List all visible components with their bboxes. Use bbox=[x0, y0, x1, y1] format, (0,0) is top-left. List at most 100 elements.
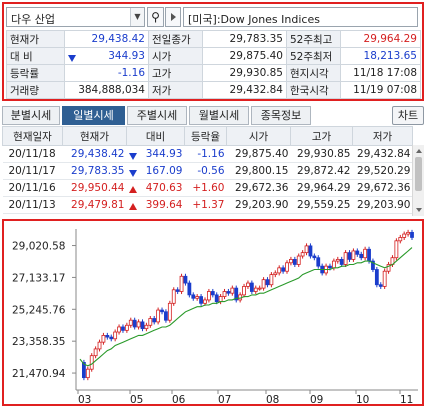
candle-body bbox=[167, 302, 172, 321]
column-header[interactable]: 저가 bbox=[352, 126, 413, 146]
price-chart: 29,020.58 27,133.17 25,245.76 23,358.35 21,4… bbox=[2, 219, 424, 406]
candle-body bbox=[347, 252, 352, 260]
scroll-down-icon[interactable] bbox=[416, 208, 422, 212]
column-header[interactable]: 등락율 bbox=[184, 126, 227, 146]
candle-body bbox=[152, 318, 157, 323]
candle-body bbox=[148, 318, 153, 326]
candle-body bbox=[105, 335, 110, 338]
candle-body bbox=[210, 291, 215, 296]
candle-body bbox=[328, 265, 332, 269]
candle-body bbox=[296, 255, 301, 265]
volume: 384,888,034 bbox=[64, 81, 149, 99]
candle-body bbox=[242, 286, 246, 296]
row-high: 29,872.42 bbox=[290, 162, 353, 180]
tab-minute[interactable]: 분별시세 bbox=[2, 106, 60, 125]
candle-body bbox=[351, 250, 356, 260]
search-button[interactable]: ⚲ bbox=[147, 7, 164, 27]
table-row[interactable]: 20/11/18 29,438.42 344.93 -1.16 29,875.4… bbox=[2, 145, 413, 163]
candle-body bbox=[331, 260, 336, 269]
up-triangle-icon bbox=[128, 186, 137, 193]
up-triangle-icon bbox=[128, 203, 137, 210]
candle-body bbox=[292, 259, 297, 265]
candle-body bbox=[117, 326, 121, 333]
row-rate: +1.37 bbox=[184, 196, 227, 214]
row-date: 20/11/17 bbox=[2, 162, 63, 180]
candle-body bbox=[226, 291, 231, 294]
quote-label: 현재가 bbox=[6, 30, 65, 48]
quote-label: 등락률 bbox=[6, 64, 65, 82]
search-row: 다우 산업 ▼ ⚲ [미국]:Dow Jones Indices bbox=[6, 6, 420, 29]
column-header[interactable]: 현재가 bbox=[62, 126, 127, 146]
row-change: 470.63 bbox=[126, 179, 185, 197]
next-button[interactable] bbox=[165, 7, 181, 27]
x-tick-label: 07 bbox=[218, 394, 231, 404]
quote-label: 대 비 bbox=[6, 47, 65, 65]
open-price: 29,875.40 bbox=[202, 47, 287, 65]
candle-body bbox=[179, 275, 184, 292]
candle-body bbox=[269, 274, 274, 286]
candle-body bbox=[316, 257, 321, 267]
daily-table: 현재일자 현재가 대비 등락율 시가 고가 저가 20/11/18 29,438… bbox=[2, 126, 413, 214]
quote-label: 현지시각 bbox=[286, 64, 341, 82]
tab-weekly[interactable]: 주별시세 bbox=[127, 106, 187, 125]
scroll-up-icon[interactable] bbox=[416, 149, 422, 153]
scroll-thumb[interactable] bbox=[415, 157, 422, 191]
quote-label: 한국시각 bbox=[286, 81, 341, 99]
candle-body bbox=[374, 269, 379, 286]
candle-body bbox=[371, 260, 375, 270]
table-row[interactable]: 20/11/16 29,950.44 470.63 +1.60 29,672.3… bbox=[2, 179, 413, 197]
candle-body bbox=[136, 321, 141, 328]
tab-monthly[interactable]: 월별시세 bbox=[189, 106, 249, 125]
quote-label: 52주최저 bbox=[286, 47, 341, 65]
tab-daily[interactable]: 일별시세 bbox=[62, 106, 125, 125]
down-triangle-icon bbox=[128, 153, 137, 160]
tab-info[interactable]: 종목정보 bbox=[251, 106, 311, 125]
daily-table-panel: 현재일자 현재가 대비 등락율 시가 고가 저가 20/11/18 29,438… bbox=[2, 126, 424, 216]
candle-body bbox=[203, 299, 207, 304]
y-tick-label: 21,470.94 bbox=[12, 368, 66, 380]
candle-body bbox=[97, 341, 102, 350]
row-change: 167.09 bbox=[126, 162, 185, 180]
candle-body bbox=[160, 309, 164, 313]
stock-combo[interactable]: 다우 산업 ▼ bbox=[6, 7, 145, 27]
candle-body bbox=[206, 291, 211, 301]
chart-button[interactable]: 차트 bbox=[392, 106, 424, 125]
column-header[interactable]: 대비 bbox=[126, 126, 185, 146]
table-header-row: 현재일자 현재가 대비 등락율 시가 고가 저가 bbox=[2, 126, 413, 146]
candle-body bbox=[289, 259, 293, 264]
search-icon: ⚲ bbox=[151, 10, 160, 24]
candle-body bbox=[261, 279, 266, 289]
candle-body bbox=[285, 262, 289, 272]
candle-body bbox=[85, 368, 90, 379]
column-header[interactable]: 현재일자 bbox=[2, 126, 63, 146]
index-name-field: [미국]:Dow Jones Indices bbox=[183, 7, 418, 27]
quote-row: 현재가 29,438.42 전일종가 29,783.35 52주최고 29,96… bbox=[6, 30, 421, 48]
candle-body bbox=[109, 336, 114, 340]
row-low: 29,203.90 bbox=[352, 196, 413, 214]
row-date: 20/11/18 bbox=[2, 145, 63, 163]
row-price: 29,783.35 bbox=[62, 162, 127, 180]
table-row[interactable]: 20/11/17 29,783.35 167.09 -0.56 29,800.1… bbox=[2, 162, 413, 180]
candle-body bbox=[355, 250, 360, 255]
x-tick-label: 08 bbox=[266, 394, 279, 404]
play-icon bbox=[171, 13, 176, 21]
candle-body bbox=[183, 275, 188, 284]
candle-body bbox=[140, 321, 145, 330]
column-header[interactable]: 고가 bbox=[290, 126, 353, 146]
row-price: 29,950.44 bbox=[62, 179, 127, 197]
low-52w: 18,213.65 bbox=[340, 47, 421, 65]
candle-body bbox=[128, 319, 133, 326]
chevron-down-icon[interactable]: ▼ bbox=[130, 8, 144, 26]
column-header[interactable]: 시가 bbox=[226, 126, 291, 146]
row-high: 29,930.85 bbox=[290, 145, 353, 163]
vertical-scrollbar[interactable] bbox=[412, 145, 424, 216]
row-open: 29,800.15 bbox=[226, 162, 291, 180]
quote-row: 등락률 -1.16 고가 29,930.85 현지시각 11/18 17:08 bbox=[6, 64, 421, 82]
x-tick-label: 06 bbox=[172, 394, 186, 404]
row-price: 29,479.81 bbox=[62, 196, 127, 214]
quote-label: 시가 bbox=[148, 47, 203, 65]
table-row[interactable]: 20/11/13 29,479.81 399.64 +1.37 29,203.9… bbox=[2, 196, 413, 214]
x-tick-label: 05 bbox=[130, 394, 143, 404]
row-change: 344.93 bbox=[126, 145, 185, 163]
row-open: 29,672.36 bbox=[226, 179, 291, 197]
